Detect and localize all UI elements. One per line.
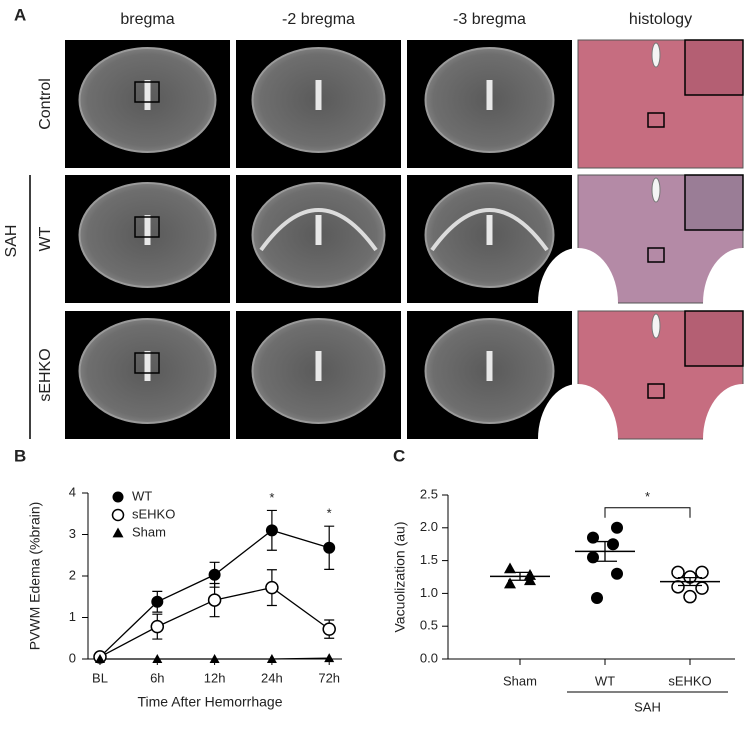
roi-box [647,112,665,128]
x-tick-label: 12h [204,670,226,685]
data-point [150,619,165,634]
column-header: -2 bregma [282,11,355,28]
y-tick-label: 2.5 [420,486,438,501]
inset [684,39,744,96]
data-point [587,531,599,544]
y-axis-label: Vacuolization (au) [392,521,408,632]
edema-arc [259,208,378,252]
y-tick-label: 2 [69,567,76,582]
data-point [209,654,220,663]
group-label: SAH [3,225,20,258]
y-tick-label: 0.0 [420,650,438,665]
data-point [591,591,603,604]
data-point [324,653,335,663]
legend-marker [111,508,125,522]
x-tick-label: 6h [150,670,164,685]
column-header: bregma [120,11,174,28]
panel-label: A [14,5,26,24]
midline [486,215,493,245]
x-tick-label: BL [92,670,108,685]
sem-bar [593,540,617,562]
significance-star: * [269,490,274,505]
data-point [322,622,336,636]
edema-arc [430,208,549,252]
significance-bracket [604,507,691,518]
vessel [651,313,661,339]
ventricle [703,384,750,494]
y-tick-label: 2.0 [420,519,438,534]
data-point [611,567,623,580]
row-label: WT [37,226,54,251]
row-label: sEHKO [37,348,54,401]
vessel [651,42,661,68]
column-header: -3 bregma [453,11,526,28]
significance-star: * [645,489,650,504]
data-point [587,551,599,564]
midline [486,351,493,381]
midline [486,80,493,110]
y-tick-label: 0.5 [420,618,438,633]
midline [315,80,322,110]
data-point [323,541,336,554]
midline [315,215,322,245]
y-tick-label: 1 [69,609,76,624]
vessel [651,177,661,203]
roi-box [647,247,665,263]
x-tick-label: sEHKO [668,673,711,688]
data-point [151,595,164,608]
midline [144,215,151,245]
legend-label: sEHKO [132,506,175,521]
data-point [683,589,697,604]
inset [684,310,744,367]
roi-box [134,352,160,374]
data-point [266,654,277,663]
midline [315,351,322,381]
roi-box [134,216,160,238]
data-point [95,654,105,663]
sem-bar [678,577,702,587]
data-point [695,565,709,580]
sem-bar [508,571,532,581]
data-point [265,524,278,537]
legend-marker [112,527,124,538]
row-label: Control [37,78,54,130]
x-axis-label: Time After Hemorrhage [138,694,283,710]
data-point [265,580,279,595]
significance-star: * [327,506,332,521]
y-axis-label: PVWM Edema (%brain) [27,502,43,651]
data-point [208,568,221,581]
midline [144,351,151,381]
ventricle [538,384,618,494]
y-tick-label: 4 [69,484,76,499]
data-point [207,593,222,607]
panel-label: C [393,446,405,465]
data-point [671,580,685,594]
roi-box [134,81,160,103]
data-point [607,538,619,551]
x-tick-label: 72h [318,670,340,685]
column-header: histology [629,11,692,28]
midline [144,80,151,110]
y-tick-label: 1.0 [420,585,438,600]
panel-label: B [14,446,26,465]
y-tick-label: 3 [69,526,76,541]
inset [684,174,744,231]
legend-label: WT [132,488,152,503]
data-point [152,654,163,663]
x-tick-label: WT [595,673,615,688]
data-point [504,562,516,574]
group-label: SAH [634,699,661,714]
data-point [671,565,685,580]
data-point [504,577,516,589]
y-tick-label: 1.5 [420,552,438,567]
x-tick-label: Sham [503,673,537,688]
data-point [611,521,623,534]
x-tick-label: 24h [261,670,283,685]
legend-label: Sham [132,524,166,539]
legend-marker [112,491,124,503]
data-point [695,581,709,595]
y-tick-label: 0 [69,650,76,665]
roi-box [647,383,665,399]
